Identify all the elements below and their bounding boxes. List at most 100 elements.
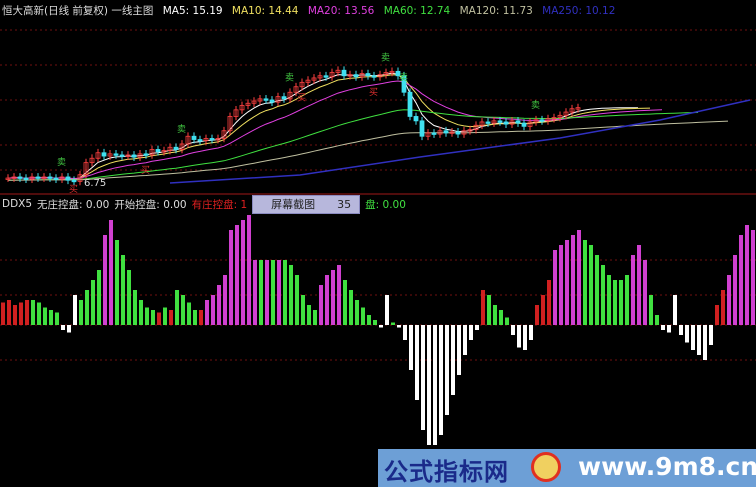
candle-body: [437, 130, 443, 135]
ddx-bar: [727, 275, 731, 325]
ddx-bar: [403, 325, 407, 340]
candle-body: [29, 176, 35, 180]
main-chart-legend: 恒大高新(日线 前复权) 一线主图 MA5: 15.19 MA10: 14.44…: [2, 3, 621, 18]
candle-body: [59, 176, 65, 180]
ddx-bar: [421, 325, 425, 430]
candle-body: [329, 72, 335, 78]
candle-body: [11, 176, 17, 179]
ddx-bar: [13, 305, 17, 325]
ma20-line: [7, 80, 663, 180]
ddx-bar: [91, 280, 95, 325]
ddx-bar: [247, 215, 251, 325]
candle-body: [527, 121, 533, 127]
screenshot-number: 35: [337, 197, 352, 211]
candle-body: [161, 150, 167, 153]
other-control-value: 盘: 0.00: [365, 198, 406, 211]
ddx-bar: [307, 305, 311, 325]
sell-signal: 卖: [381, 52, 390, 63]
candle-body: [341, 69, 347, 77]
candle-body: [215, 138, 221, 141]
ddx-bar: [55, 312, 59, 325]
ma20-value: MA20: 13.56: [307, 5, 375, 17]
ddx-bar: [85, 290, 89, 325]
sell-signal: 卖: [285, 72, 294, 83]
candle-body: [347, 74, 353, 77]
candle-body: [569, 108, 575, 113]
candle-body: [359, 73, 365, 78]
ddx-bar: [253, 260, 257, 325]
candle-body: [275, 96, 281, 103]
ddx-bar: [283, 260, 287, 325]
candle-body: [503, 121, 509, 125]
watermark-text: 公式指标网: [384, 458, 509, 486]
ddx-histogram: [1, 215, 755, 445]
moving-average-lines: [7, 72, 751, 184]
ddx-bar: [487, 295, 491, 325]
ddx-bar: [43, 307, 47, 325]
low-price-label: 6.75: [84, 178, 106, 189]
candle-body: [467, 129, 473, 132]
ddx-bar: [31, 300, 35, 325]
ddx-bar: [451, 325, 455, 395]
candle-body: [407, 91, 413, 117]
candle-body: [515, 120, 521, 124]
candle-body: [17, 176, 23, 179]
ddx-bar: [319, 285, 323, 325]
candle-body: [89, 157, 95, 164]
ddx-bar: [463, 325, 467, 355]
ddx-bar: [649, 295, 653, 325]
ddx-bar: [607, 275, 611, 325]
ddx-bar: [121, 255, 125, 325]
ddx-bar: [439, 325, 443, 435]
ddx-bar: [205, 300, 209, 325]
ddx-bar: [559, 245, 563, 325]
candle-body: [371, 75, 377, 78]
ddx-bar: [715, 305, 719, 325]
ddx-bar: [1, 302, 5, 325]
candle-body: [353, 74, 359, 78]
candle-body: [233, 109, 239, 117]
ddx-bar: [427, 325, 431, 445]
candle-body: [539, 119, 545, 122]
candle-body: [509, 120, 515, 125]
ddx-bar: [169, 310, 173, 325]
candle-body: [239, 105, 245, 111]
candle-body: [167, 146, 173, 151]
ddx-bar: [181, 295, 185, 325]
no-control-value: 无庄控盘: 0.00: [37, 198, 110, 211]
ddx-bar: [67, 325, 71, 333]
ddx-bar: [19, 302, 23, 325]
candle-body: [71, 179, 77, 183]
ddx-bar: [601, 265, 605, 325]
ddx-bar: [7, 300, 11, 325]
ddx-bar: [373, 320, 377, 325]
candle-body: [113, 153, 119, 156]
ddx-bar: [391, 322, 395, 325]
ma10-value: MA10: 14.44: [231, 5, 299, 17]
ddx-bar: [547, 280, 551, 325]
candle-body: [35, 176, 41, 179]
ddx-bar: [505, 317, 509, 325]
ddx-bar: [493, 305, 497, 325]
ddx-bar: [343, 280, 347, 325]
ddx-bar: [685, 325, 689, 343]
ddx-bar: [223, 275, 227, 325]
candle-body: [323, 75, 329, 78]
ddx-name: DDX5: [2, 198, 33, 210]
sell-signal: 卖: [399, 72, 408, 83]
ddx-bar: [325, 275, 329, 325]
ma120-line: [8, 120, 729, 181]
ddx-bar: [721, 290, 725, 325]
candle-body: [185, 135, 191, 145]
ddx-bar: [193, 310, 197, 325]
ddx-bar: [583, 240, 587, 325]
watermark: 公式指标网 www.9m8.cn: [378, 449, 756, 487]
ddx-bar: [637, 245, 641, 325]
ddx-bar: [151, 310, 155, 325]
ddx-bar: [349, 290, 353, 325]
screenshot-overlay[interactable]: 屏幕截图 35: [252, 194, 361, 214]
candle-body: [575, 107, 581, 110]
ddx-bar: [433, 325, 437, 445]
ddx-bar: [367, 315, 371, 325]
